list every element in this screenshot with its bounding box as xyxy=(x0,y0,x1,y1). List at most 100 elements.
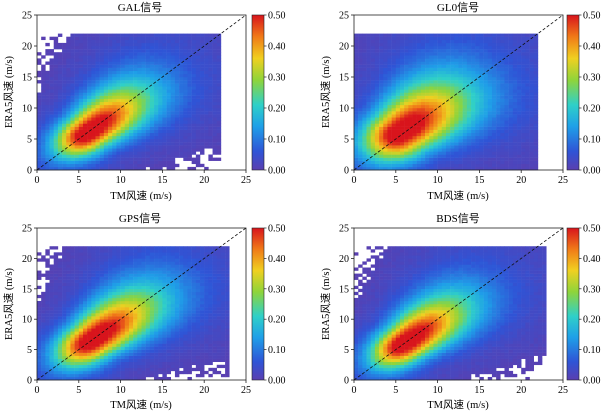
heatmap-cell xyxy=(87,291,92,296)
heatmap-cell xyxy=(387,61,392,65)
heatmap-cell xyxy=(116,95,121,99)
heatmap-cell xyxy=(154,95,159,99)
heatmap-cell xyxy=(82,142,88,146)
heatmap-cell xyxy=(103,264,109,268)
heatmap-cell xyxy=(158,98,163,103)
heatmap-cell xyxy=(108,328,113,332)
heatmap-cell xyxy=(195,148,201,152)
heatmap-cell xyxy=(471,139,476,143)
heatmap-cell xyxy=(145,49,151,53)
heatmap-cell xyxy=(57,358,63,363)
heatmap-cell xyxy=(500,126,505,130)
heatmap-cell xyxy=(429,89,434,93)
heatmap-cell xyxy=(137,154,142,158)
heatmap-cell xyxy=(74,114,80,118)
heatmap-cell xyxy=(512,52,518,56)
heatmap-cell xyxy=(354,139,359,143)
heatmap-cell xyxy=(450,86,455,90)
heatmap-cell xyxy=(508,36,514,41)
heatmap-cell xyxy=(496,142,501,146)
heatmap-cell xyxy=(149,36,155,41)
heatmap-cell xyxy=(216,64,222,68)
heatmap-cell xyxy=(141,376,146,381)
heatmap-cell xyxy=(508,42,514,47)
heatmap-cell xyxy=(533,151,539,155)
heatmap-cell xyxy=(433,52,438,56)
heatmap-cell xyxy=(70,39,75,44)
heatmap-cell xyxy=(145,135,151,140)
heatmap-cell xyxy=(512,123,518,127)
heatmap-cell xyxy=(95,279,100,283)
heatmap-cell xyxy=(362,114,367,118)
heatmap-cell xyxy=(445,111,451,115)
heatmap-cell xyxy=(99,67,105,72)
heatmap-cell xyxy=(425,42,430,47)
heatmap-cell xyxy=(366,67,371,72)
heatmap-cell xyxy=(521,129,526,134)
heatmap-cell xyxy=(374,83,380,87)
heatmap-cell xyxy=(366,80,371,84)
heatmap-cell xyxy=(204,126,209,130)
heatmap-cell xyxy=(437,117,443,121)
heatmap-cell xyxy=(533,139,539,143)
heatmap-cell xyxy=(174,86,180,90)
heatmap-cell xyxy=(95,331,100,335)
heatmap-cell xyxy=(154,120,159,124)
heatmap-cell xyxy=(496,108,501,112)
heatmap-cell xyxy=(408,77,413,81)
heatmap-cell xyxy=(137,49,142,53)
heatmap-cell xyxy=(525,33,530,37)
heatmap-cell xyxy=(49,163,54,168)
heatmap-cell xyxy=(412,160,417,165)
heatmap-cell xyxy=(512,132,518,137)
heatmap-cell xyxy=(354,89,359,93)
heatmap-cell xyxy=(74,310,80,314)
heatmap-cell xyxy=(53,154,59,158)
heatmap-cell xyxy=(170,64,176,68)
heatmap-cell xyxy=(437,145,443,149)
heatmap-cell xyxy=(362,95,367,99)
heatmap-cell xyxy=(133,376,138,381)
heatmap-cell xyxy=(37,117,42,121)
heatmap-cell xyxy=(500,166,505,171)
heatmap-cell xyxy=(103,64,109,68)
heatmap-cell xyxy=(500,49,505,53)
heatmap-cell xyxy=(437,120,443,124)
heatmap-cell xyxy=(37,361,42,366)
heatmap-cell xyxy=(462,101,468,106)
heatmap-cell xyxy=(41,67,46,72)
heatmap-cell xyxy=(166,52,172,56)
heatmap-cell xyxy=(66,157,71,161)
heatmap-cell xyxy=(53,139,59,143)
heatmap-cell xyxy=(53,95,59,99)
heatmap-cell xyxy=(391,132,397,137)
heatmap-cell xyxy=(120,83,126,87)
heatmap-cell xyxy=(103,42,109,47)
heatmap-cell xyxy=(128,123,134,127)
heatmap-cell xyxy=(500,55,505,59)
heatmap-cell xyxy=(112,101,117,106)
heatmap-cell xyxy=(354,55,359,59)
heatmap-cell xyxy=(366,145,371,149)
heatmap-cell xyxy=(174,111,180,115)
heatmap-cell xyxy=(99,139,105,143)
heatmap-cell xyxy=(53,267,59,271)
heatmap-cell xyxy=(508,157,514,161)
heatmap-cell xyxy=(87,160,92,165)
heatmap-cell xyxy=(74,349,80,353)
heatmap-cell xyxy=(383,129,388,134)
heatmap-cell xyxy=(370,77,376,81)
heatmap-cell xyxy=(53,46,59,50)
heatmap-cell xyxy=(374,111,380,115)
heatmap-cell xyxy=(62,364,67,369)
heatmap-cell xyxy=(525,129,530,134)
heatmap-cell xyxy=(195,89,201,93)
heatmap-cell xyxy=(78,246,84,250)
heatmap-cell xyxy=(166,49,172,53)
heatmap-cell xyxy=(41,55,46,59)
heatmap-cell xyxy=(362,157,367,161)
heatmap-cell xyxy=(208,129,213,134)
heatmap-cell xyxy=(399,154,405,158)
heatmap-cell xyxy=(108,58,113,62)
heatmap-cell xyxy=(82,92,88,96)
